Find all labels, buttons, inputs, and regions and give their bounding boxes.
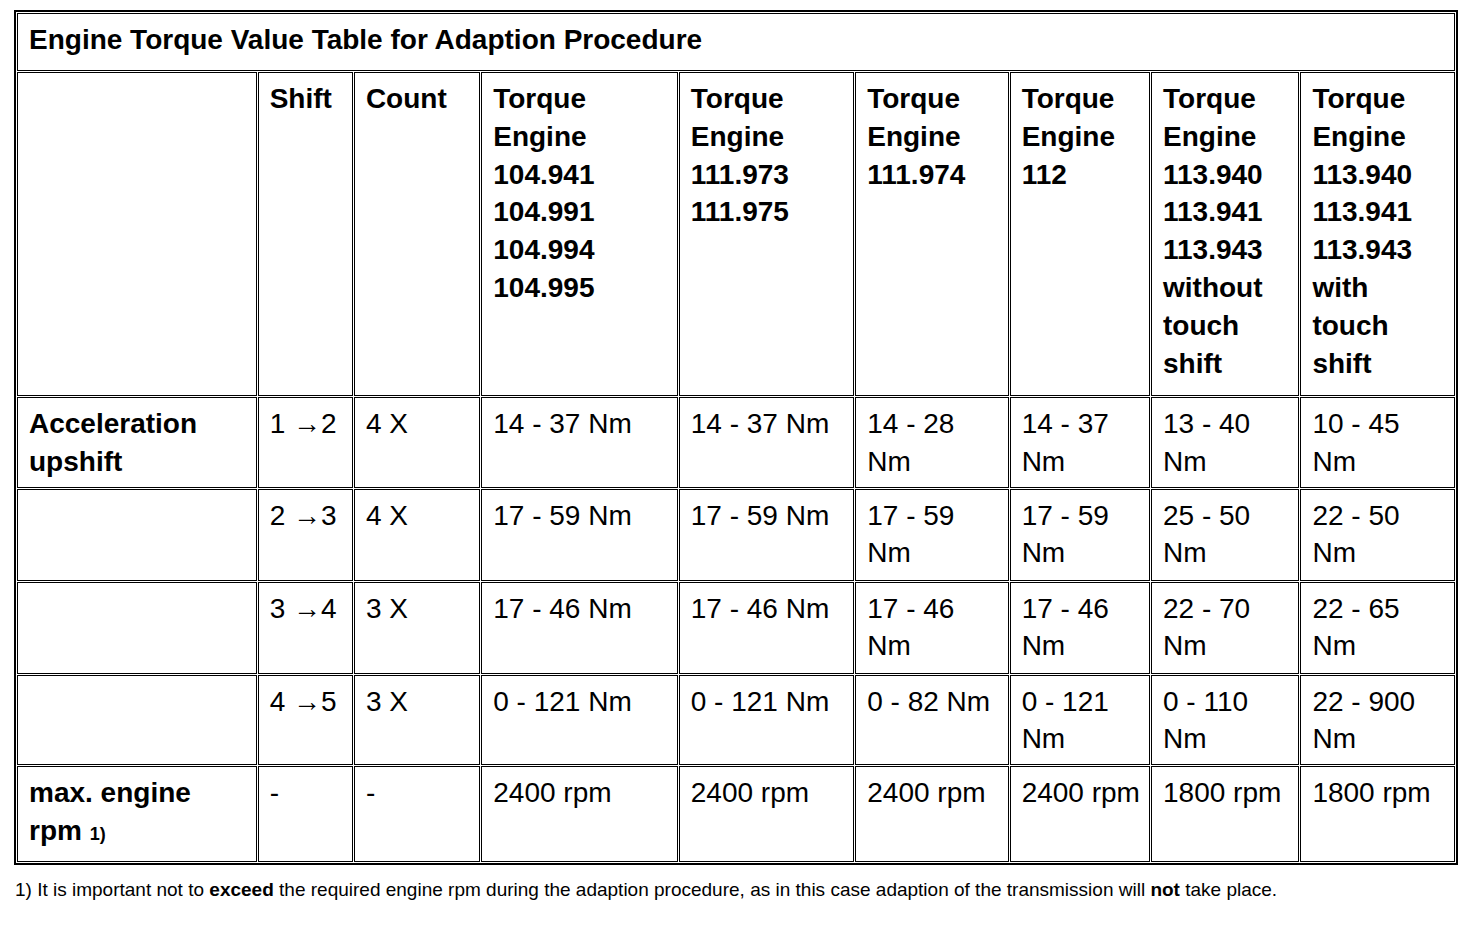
header-empty — [17, 72, 257, 396]
row-label — [17, 675, 257, 766]
footnote-text-3: take place. — [1180, 879, 1277, 900]
row-label-text: max. engine rpm — [29, 777, 191, 846]
cell-shift: 4 →5 — [258, 675, 353, 766]
cell-torque: 10 - 45 Nm — [1300, 397, 1455, 488]
cell-torque: 17 - 59 Nm — [679, 489, 854, 581]
column-header-engine-111-974: Torque Engine 111.974 — [855, 72, 1008, 396]
column-header-engine-111-973: Torque Engine 111.973 111.975 — [679, 72, 854, 396]
cell-torque: 22 - 70 Nm — [1151, 582, 1299, 674]
header-row: Shift Count Torque Engine 104.941 104.99… — [17, 72, 1455, 396]
cell-rpm: 2400 rpm — [1010, 766, 1150, 862]
footnote-bold-exceed: exceed — [209, 879, 273, 900]
cell-torque: 14 - 37 Nm — [679, 397, 854, 488]
cell-shift: 3 →4 — [258, 582, 353, 674]
cell-count: 3 X — [354, 582, 480, 674]
engine-torque-table: Engine Torque Value Table for Adaption P… — [14, 10, 1458, 865]
cell-torque: 14 - 37 Nm — [1010, 397, 1150, 488]
cell-torque: 14 - 37 Nm — [481, 397, 678, 488]
cell-count: - — [354, 766, 480, 862]
cell-torque: 17 - 46 Nm — [1010, 582, 1150, 674]
cell-shift: 1 →2 — [258, 397, 353, 488]
column-header-engine-104: Torque Engine 104.941 104.991 104.994 10… — [481, 72, 678, 396]
table-row-shift-4-5: 4 →5 3 X 0 - 121 Nm 0 - 121 Nm 0 - 82 Nm… — [17, 675, 1455, 766]
cell-torque: 17 - 59 Nm — [481, 489, 678, 581]
cell-rpm: 1800 rpm — [1151, 766, 1299, 862]
table-row-shift-3-4: 3 →4 3 X 17 - 46 Nm 17 - 46 Nm 17 - 46 N… — [17, 582, 1455, 674]
cell-rpm: 2400 rpm — [481, 766, 678, 862]
cell-torque: 25 - 50 Nm — [1151, 489, 1299, 581]
footnote-marker: 1) — [90, 824, 106, 844]
cell-shift: - — [258, 766, 353, 862]
row-label-max-engine-rpm: max. engine rpm 1) — [17, 766, 257, 862]
cell-torque: 0 - 110 Nm — [1151, 675, 1299, 766]
cell-torque: 0 - 82 Nm — [855, 675, 1008, 766]
row-label: Acceleration upshift — [17, 397, 257, 488]
column-header-count: Count — [354, 72, 480, 396]
cell-torque: 0 - 121 Nm — [679, 675, 854, 766]
footnote-text-1: 1) It is important not to — [15, 879, 209, 900]
footnote: 1) It is important not to exceed the req… — [15, 879, 1458, 902]
table-row-max-engine-rpm: max. engine rpm 1) - - 2400 rpm 2400 rpm… — [17, 766, 1455, 862]
cell-rpm: 1800 rpm — [1300, 766, 1455, 862]
table-row-shift-2-3: 2 →3 4 X 17 - 59 Nm 17 - 59 Nm 17 - 59 N… — [17, 489, 1455, 581]
row-label — [17, 489, 257, 581]
cell-torque: 0 - 121 Nm — [481, 675, 678, 766]
footnote-bold-not: not — [1150, 879, 1180, 900]
row-label — [17, 582, 257, 674]
cell-torque: 22 - 50 Nm — [1300, 489, 1455, 581]
column-header-engine-113-without-touch-shift: Torque Engine 113.940 113.941 113.943 wi… — [1151, 72, 1299, 396]
cell-rpm: 2400 rpm — [679, 766, 854, 862]
cell-torque: 14 - 28 Nm — [855, 397, 1008, 488]
cell-torque: 17 - 46 Nm — [481, 582, 678, 674]
cell-count: 4 X — [354, 489, 480, 581]
cell-torque: 17 - 59 Nm — [1010, 489, 1150, 581]
column-header-engine-113-with-touch-shift: Torque Engine 113.940 113.941 113.943 wi… — [1300, 72, 1455, 396]
cell-count: 4 X — [354, 397, 480, 488]
cell-torque: 0 - 121 Nm — [1010, 675, 1150, 766]
column-header-shift: Shift — [258, 72, 353, 396]
cell-torque: 17 - 59 Nm — [855, 489, 1008, 581]
table-row-shift-1-2: Acceleration upshift 1 →2 4 X 14 - 37 Nm… — [17, 397, 1455, 488]
cell-torque: 22 - 65 Nm — [1300, 582, 1455, 674]
cell-torque: 17 - 46 Nm — [679, 582, 854, 674]
table-title: Engine Torque Value Table for Adaption P… — [17, 13, 1455, 71]
cell-torque: 17 - 46 Nm — [855, 582, 1008, 674]
manual-page: Engine Torque Value Table for Adaption P… — [0, 0, 1472, 928]
cell-rpm: 2400 rpm — [855, 766, 1008, 862]
column-header-engine-112: Torque Engine 112 — [1010, 72, 1150, 396]
cell-count: 3 X — [354, 675, 480, 766]
footnote-text-2: the required engine rpm during the adapt… — [274, 879, 1151, 900]
cell-shift: 2 →3 — [258, 489, 353, 581]
cell-torque: 13 - 40 Nm — [1151, 397, 1299, 488]
title-row: Engine Torque Value Table for Adaption P… — [17, 13, 1455, 71]
cell-torque: 22 - 900 Nm — [1300, 675, 1455, 766]
